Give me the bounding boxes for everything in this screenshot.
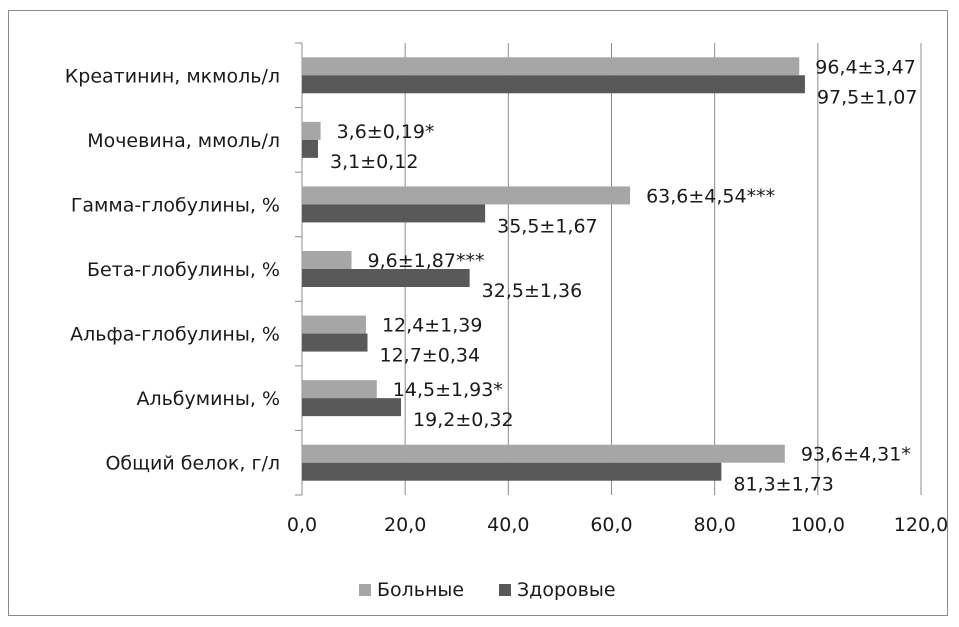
bar [302, 462, 722, 481]
bar [302, 204, 486, 223]
data-label: 12,7±0,34 [380, 345, 481, 367]
x-tick-label: 0,0 [287, 514, 317, 536]
x-tick-label: 120,0 [894, 514, 947, 536]
legend-swatch [499, 584, 511, 596]
bar [302, 380, 377, 399]
data-label: 3,1±0,12 [330, 151, 418, 173]
category-label: Мочевина, ммоль/л [87, 130, 280, 152]
x-tick-label: 100,0 [791, 514, 845, 536]
legend-label: Здоровые [517, 579, 616, 601]
x-tick-label: 60,0 [590, 514, 632, 536]
x-tick-label: 80,0 [694, 514, 736, 536]
x-tick-label: 20,0 [384, 514, 426, 536]
x-tick-label: 40,0 [487, 514, 529, 536]
data-label: 3,6±0,19* [337, 121, 435, 143]
bar [302, 57, 800, 76]
bar [302, 186, 631, 205]
data-label: 19,2±0,32 [413, 409, 514, 431]
category-label: Альбумины, % [136, 388, 280, 410]
bar [302, 333, 368, 352]
chart-area: 0,0 20,0 40,0 60,0 80,0 100,0 120,0 Креатинин, … [8, 10, 948, 616]
category-label: Креатинин, мкмоль/л [65, 65, 280, 87]
legend-label: Больные [377, 579, 464, 601]
bar [302, 398, 402, 417]
category-label: Бета-глобулины, % [87, 259, 280, 281]
category-label: Гамма-глобулины, % [71, 194, 280, 216]
data-label: 93,6±4,31* [801, 444, 911, 466]
data-label: 32,5±1,36 [482, 280, 583, 302]
data-label: 35,5±1,67 [497, 215, 598, 237]
data-label: 63,6±4,54*** [646, 185, 775, 207]
bar-chart: 0,0 20,0 40,0 60,0 80,0 100,0 120,0 Креатинин, … [65, 42, 947, 601]
legend-swatch [359, 584, 371, 596]
bar [302, 444, 785, 463]
data-label: 14,5±1,93* [393, 379, 503, 401]
data-label: 9,6±1,87*** [368, 250, 485, 272]
category-label: Альфа-глобулины, % [70, 324, 280, 346]
data-label: 96,4±3,47 [815, 56, 916, 78]
data-label: 12,4±1,39 [382, 315, 483, 337]
category-label: Общий белок, г/л [105, 453, 280, 475]
data-label: 97,5±1,07 [817, 86, 918, 108]
bar [302, 75, 805, 94]
bar [302, 251, 352, 269]
bar [302, 315, 366, 334]
bar [302, 139, 318, 158]
bar [302, 121, 321, 140]
data-label: 81,3±1,73 [733, 474, 834, 496]
bar [302, 269, 470, 287]
